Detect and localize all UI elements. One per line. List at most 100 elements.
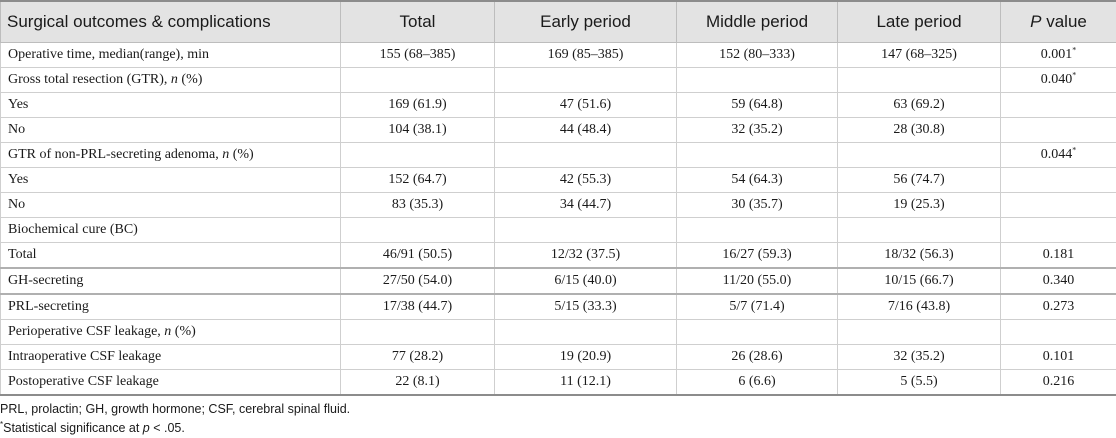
row-label-suffix: (%) — [171, 324, 196, 339]
pvalue-cell: 0.044* — [1001, 143, 1116, 168]
row-label: No — [1, 118, 341, 143]
row-label-text: Gross total resection (GTR), — [8, 72, 171, 87]
cell-value: 152 (80–333) — [719, 47, 795, 62]
row-label: Perioperative CSF leakage, n (%) — [1, 320, 341, 345]
value-cell: 47 (51.6) — [495, 93, 677, 118]
value-cell: 32 (35.2) — [677, 118, 838, 143]
row-label-suffix: (%) — [229, 147, 254, 162]
footnote-sig-tail: < .05. — [150, 421, 185, 435]
cell-value: 47 (51.6) — [560, 97, 611, 112]
cell-value: 77 (28.2) — [392, 349, 443, 364]
value-cell — [495, 68, 677, 93]
row-label: Operative time, median(range), min — [1, 43, 341, 68]
cell-value: 46/91 (50.5) — [383, 247, 452, 262]
table-container: Surgical outcomes & complications Total … — [0, 0, 1116, 396]
cell-value: 11 (12.1) — [560, 374, 611, 389]
cell-value: 26 (28.6) — [731, 349, 782, 364]
value-cell: 77 (28.2) — [341, 345, 495, 370]
row-label: Total — [1, 243, 341, 269]
significance-marker: * — [1072, 45, 1076, 54]
cell-value: 0.216 — [1043, 374, 1075, 389]
footnote-significance: *Statistical significance at p < .05. — [0, 419, 350, 438]
cell-value: 42 (55.3) — [560, 172, 611, 187]
cell-value: 16/27 (59.3) — [722, 247, 791, 262]
row-label: GTR of non-PRL-secreting adenoma, n (%) — [1, 143, 341, 168]
pvalue-cell: 0.181 — [1001, 243, 1116, 269]
value-cell — [341, 218, 495, 243]
header-cell-outcomes: Surgical outcomes & complications — [1, 1, 341, 43]
value-cell: 6 (6.6) — [677, 370, 838, 396]
table-body: Operative time, median(range), min 155 (6… — [1, 43, 1116, 396]
cell-value: 0.044 — [1041, 147, 1073, 162]
cell-value: 5/7 (71.4) — [729, 299, 784, 314]
pvalue-cell — [1001, 193, 1116, 218]
value-cell: 83 (35.3) — [341, 193, 495, 218]
value-cell — [341, 143, 495, 168]
table-row: Perioperative CSF leakage, n (%) — [1, 320, 1116, 345]
row-label: PRL-secreting — [1, 294, 341, 320]
row-label: GH-secreting — [1, 268, 341, 294]
value-cell: 11/20 (55.0) — [677, 268, 838, 294]
cell-value: 18/32 (56.3) — [884, 247, 953, 262]
cell-value: 59 (64.8) — [731, 97, 782, 112]
pvalue-cell — [1001, 168, 1116, 193]
cell-value: 30 (35.7) — [731, 197, 782, 212]
pvalue-cell: 0.001* — [1001, 43, 1116, 68]
value-cell: 42 (55.3) — [495, 168, 677, 193]
value-cell: 12/32 (37.5) — [495, 243, 677, 269]
pvalue-cell: 0.040* — [1001, 68, 1116, 93]
value-cell: 54 (64.3) — [677, 168, 838, 193]
value-cell: 147 (68–325) — [838, 43, 1001, 68]
row-label: No — [1, 193, 341, 218]
pvalue-cell: 0.101 — [1001, 345, 1116, 370]
value-cell: 32 (35.2) — [838, 345, 1001, 370]
cell-value: 155 (68–385) — [380, 47, 456, 62]
row-label: Intraoperative CSF leakage — [1, 345, 341, 370]
value-cell: 16/27 (59.3) — [677, 243, 838, 269]
row-label: Biochemical cure (BC) — [1, 218, 341, 243]
header-pvalue-rest: value — [1041, 12, 1086, 31]
row-label: Yes — [1, 93, 341, 118]
cell-value: 0.040 — [1041, 72, 1073, 87]
table-row: GTR of non-PRL-secreting adenoma, n (%) 0… — [1, 143, 1116, 168]
cell-value: 27/50 (54.0) — [383, 273, 452, 288]
value-cell — [838, 143, 1001, 168]
cell-value: 17/38 (44.7) — [383, 299, 452, 314]
cell-value: 152 (64.7) — [388, 172, 446, 187]
row-label-text: GTR of non-PRL-secreting adenoma, — [8, 147, 222, 162]
header-cell-late: Late period — [838, 1, 1001, 43]
cell-value: 104 (38.1) — [388, 122, 446, 137]
pvalue-cell — [1001, 118, 1116, 143]
header-row: Surgical outcomes & complications Total … — [1, 1, 1116, 43]
cell-value: 6 (6.6) — [738, 374, 775, 389]
table-row: Biochemical cure (BC) — [1, 218, 1116, 243]
value-cell — [495, 320, 677, 345]
table-row: Gross total resection (GTR), n (%)0.040* — [1, 68, 1116, 93]
cell-value: 169 (85–385) — [548, 47, 624, 62]
value-cell: 11 (12.1) — [495, 370, 677, 396]
value-cell: 46/91 (50.5) — [341, 243, 495, 269]
significance-marker: * — [1072, 145, 1076, 154]
value-cell: 34 (44.7) — [495, 193, 677, 218]
value-cell: 5/7 (71.4) — [677, 294, 838, 320]
table-footnotes: PRL, prolactin; GH, growth hormone; CSF,… — [0, 400, 350, 438]
value-cell — [341, 320, 495, 345]
cell-value: 5/15 (33.3) — [554, 299, 616, 314]
significance-marker: * — [1072, 70, 1076, 79]
cell-value: 0.181 — [1043, 247, 1075, 262]
value-cell — [677, 143, 838, 168]
value-cell — [677, 320, 838, 345]
value-cell: 56 (74.7) — [838, 168, 1001, 193]
value-cell: 7/16 (43.8) — [838, 294, 1001, 320]
value-cell: 152 (64.7) — [341, 168, 495, 193]
cell-value: 169 (61.9) — [388, 97, 446, 112]
cell-value: 11/20 (55.0) — [723, 273, 792, 288]
row-label-n: n — [171, 72, 178, 87]
cell-value: 147 (68–325) — [881, 47, 957, 62]
cell-value: 63 (69.2) — [893, 97, 944, 112]
cell-value: 0.340 — [1043, 273, 1075, 288]
cell-value: 0.273 — [1043, 299, 1075, 314]
